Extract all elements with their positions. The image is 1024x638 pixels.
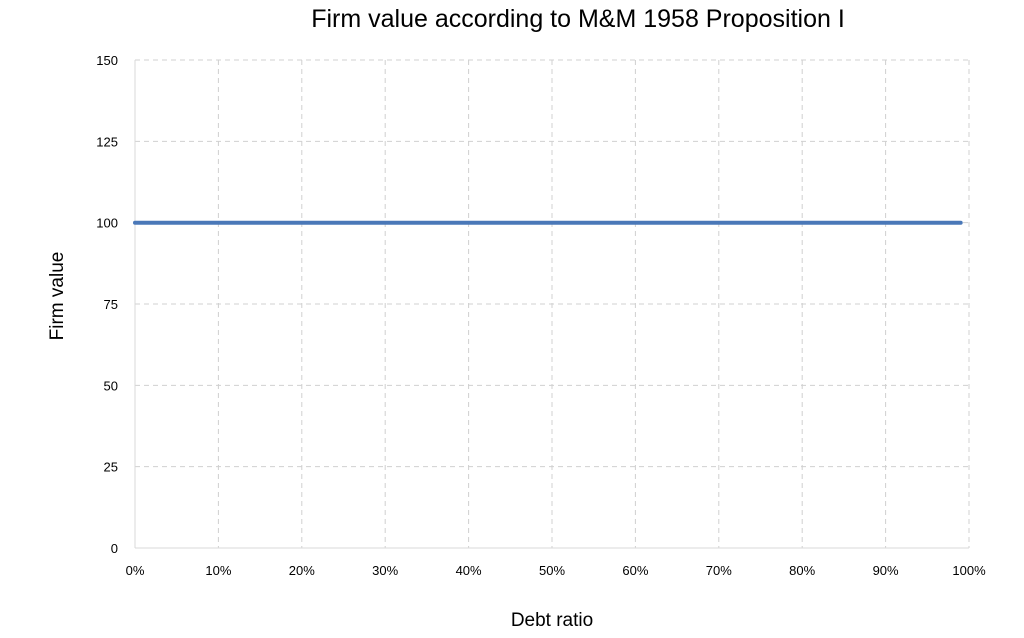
x-axis-label: Debt ratio xyxy=(511,610,593,631)
y-tick-label: 75 xyxy=(104,297,118,312)
y-tick-label: 50 xyxy=(104,378,118,393)
tick-labels: 0 25 50 75 100 125 150 0% 10% 20% 30% 40% 50% 60% 70% 8… xyxy=(96,53,986,578)
y-tick-label: 0 xyxy=(111,541,118,556)
x-tick-label: 30% xyxy=(372,563,398,578)
x-tick-label: 60% xyxy=(622,563,648,578)
y-tick-label: 25 xyxy=(104,460,118,475)
x-tick-label: 50% xyxy=(539,563,565,578)
x-tick-label: 70% xyxy=(706,563,732,578)
x-tick-label: 0% xyxy=(126,563,145,578)
y-tick-label: 125 xyxy=(96,134,118,149)
y-axis-label: Firm value xyxy=(47,252,68,341)
x-tick-label: 100% xyxy=(952,563,986,578)
axes xyxy=(134,60,969,549)
chart-title: Firm value according to M&M 1958 Proposi… xyxy=(311,5,845,33)
x-tick-label: 80% xyxy=(789,563,815,578)
x-tick-label: 90% xyxy=(873,563,899,578)
x-tick-label: 10% xyxy=(205,563,231,578)
x-tick-label: 20% xyxy=(289,563,315,578)
grid xyxy=(135,59,970,548)
y-tick-label: 100 xyxy=(96,216,118,231)
x-tick-label: 40% xyxy=(456,563,482,578)
y-tick-label: 150 xyxy=(96,53,118,68)
